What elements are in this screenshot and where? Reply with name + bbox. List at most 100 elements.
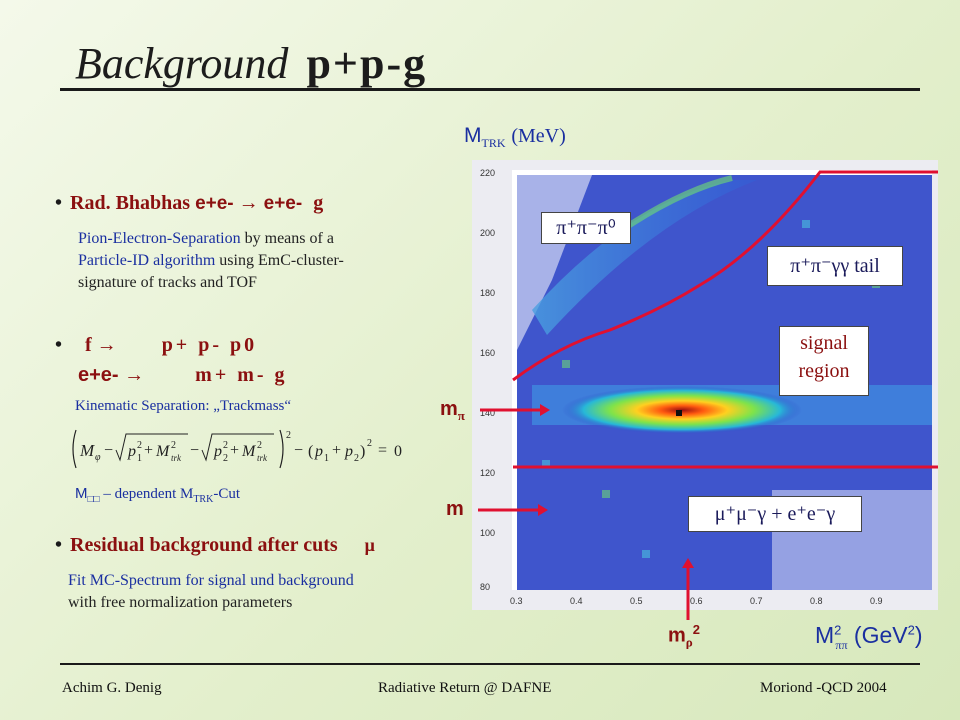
- marker-mpi-sub: π: [457, 408, 465, 423]
- m-arrow-head: [538, 504, 548, 516]
- svg-text:=: =: [378, 442, 387, 459]
- svg-text:): ): [360, 443, 365, 460]
- svg-text:(: (: [308, 443, 313, 460]
- y-tick-160: 160: [480, 348, 495, 358]
- x-tick-0.6: 0.6: [690, 596, 703, 606]
- svg-text:2: 2: [223, 440, 228, 451]
- y-tick-200: 200: [480, 228, 495, 238]
- svg-text:−: −: [190, 442, 199, 459]
- y-tick-120: 120: [480, 468, 495, 478]
- label-tail: π⁺π⁻γγ tail: [767, 246, 903, 286]
- svg-text:trk: trk: [257, 453, 268, 463]
- marker-mrho-sup: 2: [692, 622, 700, 637]
- marker-mpi: mπ: [440, 398, 465, 424]
- title-symbols: p+p-g: [306, 39, 428, 88]
- svg-text:φ: φ: [95, 452, 101, 463]
- desc3-line1: Fit MC-Spectrum for signal und backgroun…: [68, 572, 354, 589]
- mcut-middle: – dependent M: [99, 486, 194, 502]
- mcut-sub2: TRK: [193, 494, 214, 505]
- desc1-line1-blue: Pion-Electron-Separation: [78, 230, 241, 247]
- marker-mrho: mρ2: [668, 622, 700, 651]
- bullet-residual: • Residual background after cuts μ: [55, 534, 375, 556]
- kinematic-label: Kinematic Separation: „Trackmass“: [75, 398, 292, 414]
- svg-text:+: +: [144, 442, 153, 459]
- x-tick-0.7: 0.7: [750, 596, 763, 606]
- diagonal-ridge: [620, 175, 733, 233]
- y-tick-180: 180: [480, 288, 495, 298]
- desc1-line2-blue: Particle-ID algorithm: [78, 252, 216, 269]
- marker-mrho-sub: ρ: [685, 634, 693, 650]
- signal-line2: region: [798, 360, 850, 382]
- y-axis-title-m: M: [464, 124, 482, 147]
- y-axis-title-unit: (MeV): [511, 125, 566, 147]
- svg-text:2: 2: [367, 438, 372, 449]
- svg-text:2: 2: [171, 440, 176, 451]
- svg-text:M: M: [79, 441, 95, 460]
- ee-products: m+ m- g: [195, 364, 288, 386]
- slide-title: Background p+p-g: [75, 38, 427, 89]
- peak-marker: [676, 410, 682, 416]
- desc1-line3: signature of tracks and TOF: [78, 274, 257, 291]
- desc1-line1-dark: by means of a: [240, 230, 334, 247]
- x-axis-title: M2ππ (GeV2): [815, 622, 923, 652]
- y-tick-80: 80: [480, 582, 490, 592]
- section1-description: Pion-Electron-Separation by means of a P…: [78, 228, 448, 294]
- svg-text:+: +: [230, 442, 239, 459]
- svg-text:2: 2: [286, 430, 291, 441]
- svg-text:1: 1: [324, 453, 329, 464]
- svg-text:2: 2: [223, 453, 228, 464]
- x-tick-0.8: 0.8: [810, 596, 823, 606]
- svg-text:p: p: [127, 443, 136, 460]
- y-axis-title: MTRK (MeV): [464, 124, 566, 151]
- y-tick-220: 220: [480, 168, 495, 178]
- svg-text:M: M: [155, 443, 171, 460]
- y-tick-100: 100: [480, 528, 495, 538]
- reaction-gamma: g: [313, 192, 324, 214]
- bullet-label: Rad. Bhabhas: [70, 192, 191, 214]
- mcut-line: M□□ – dependent MTRK-Cut: [75, 485, 240, 505]
- mpi-arrow-head: [540, 404, 550, 416]
- svg-text:trk: trk: [171, 453, 182, 463]
- svg-text:2: 2: [257, 440, 262, 451]
- reaction-arrow: →: [238, 192, 259, 214]
- svg-text:+: +: [332, 442, 341, 459]
- signal-line1: signal: [800, 332, 848, 354]
- svg-text:−: −: [104, 442, 113, 459]
- svg-text:2: 2: [137, 440, 142, 451]
- reaction-initial: e+e-: [195, 193, 234, 214]
- x-axis-title-close: ): [914, 622, 923, 648]
- x-tick-0.5: 0.5: [630, 596, 643, 606]
- svg-text:p: p: [213, 443, 222, 460]
- svg-text:−: −: [294, 442, 303, 459]
- bullet-phi-decay: • f → p+ p- p0: [55, 334, 258, 356]
- x-tick-0.4: 0.4: [570, 596, 583, 606]
- x-axis-title-unit: (GeV: [853, 622, 908, 648]
- label-signal-region: signal region: [779, 326, 869, 396]
- ee-decay-line: e+e- → m+ m- g: [78, 364, 288, 387]
- footer-rule: [60, 663, 920, 665]
- svg-text:M: M: [241, 443, 257, 460]
- phi-products: p+ p- p0: [161, 334, 258, 356]
- section3-description: Fit MC-Spectrum for signal und backgroun…: [68, 570, 468, 614]
- bullet-rad-bhabhas: • Rad. Bhabhas e+e- → e+e- g: [55, 192, 324, 214]
- mcut-prefix: M: [75, 485, 88, 502]
- x-axis-title-m: M: [815, 622, 835, 648]
- diagonal-band: [532, 180, 757, 335]
- mrho-arrow-head: [682, 558, 694, 568]
- x-tick-0.9: 0.9: [870, 596, 883, 606]
- x-tick-0.3: 0.3: [510, 596, 523, 606]
- desc3-line2: with free normalization parameters: [68, 594, 293, 611]
- label-mumu-ee: μ⁺μ⁻γ + e⁺e⁻γ: [688, 496, 862, 532]
- footer-conference: Moriond -QCD 2004: [760, 680, 887, 696]
- svg-text:1: 1: [137, 453, 142, 464]
- trackmass-formula: M φ − p 2 1 + M 2 trk − p 2 2 + M 2 trk …: [72, 429, 402, 469]
- marker-m: m: [446, 498, 464, 520]
- upper-cut-line: [512, 170, 938, 382]
- label-3pi: π⁺π⁻π⁰: [541, 212, 631, 244]
- y-ticks: 220 200 180 160 140 120 100 80: [480, 168, 495, 592]
- marker-mpi-m: m: [440, 398, 458, 420]
- ee-decay: e+e- →: [78, 364, 145, 386]
- svg-text:2: 2: [354, 453, 359, 464]
- title-rule: [60, 88, 920, 91]
